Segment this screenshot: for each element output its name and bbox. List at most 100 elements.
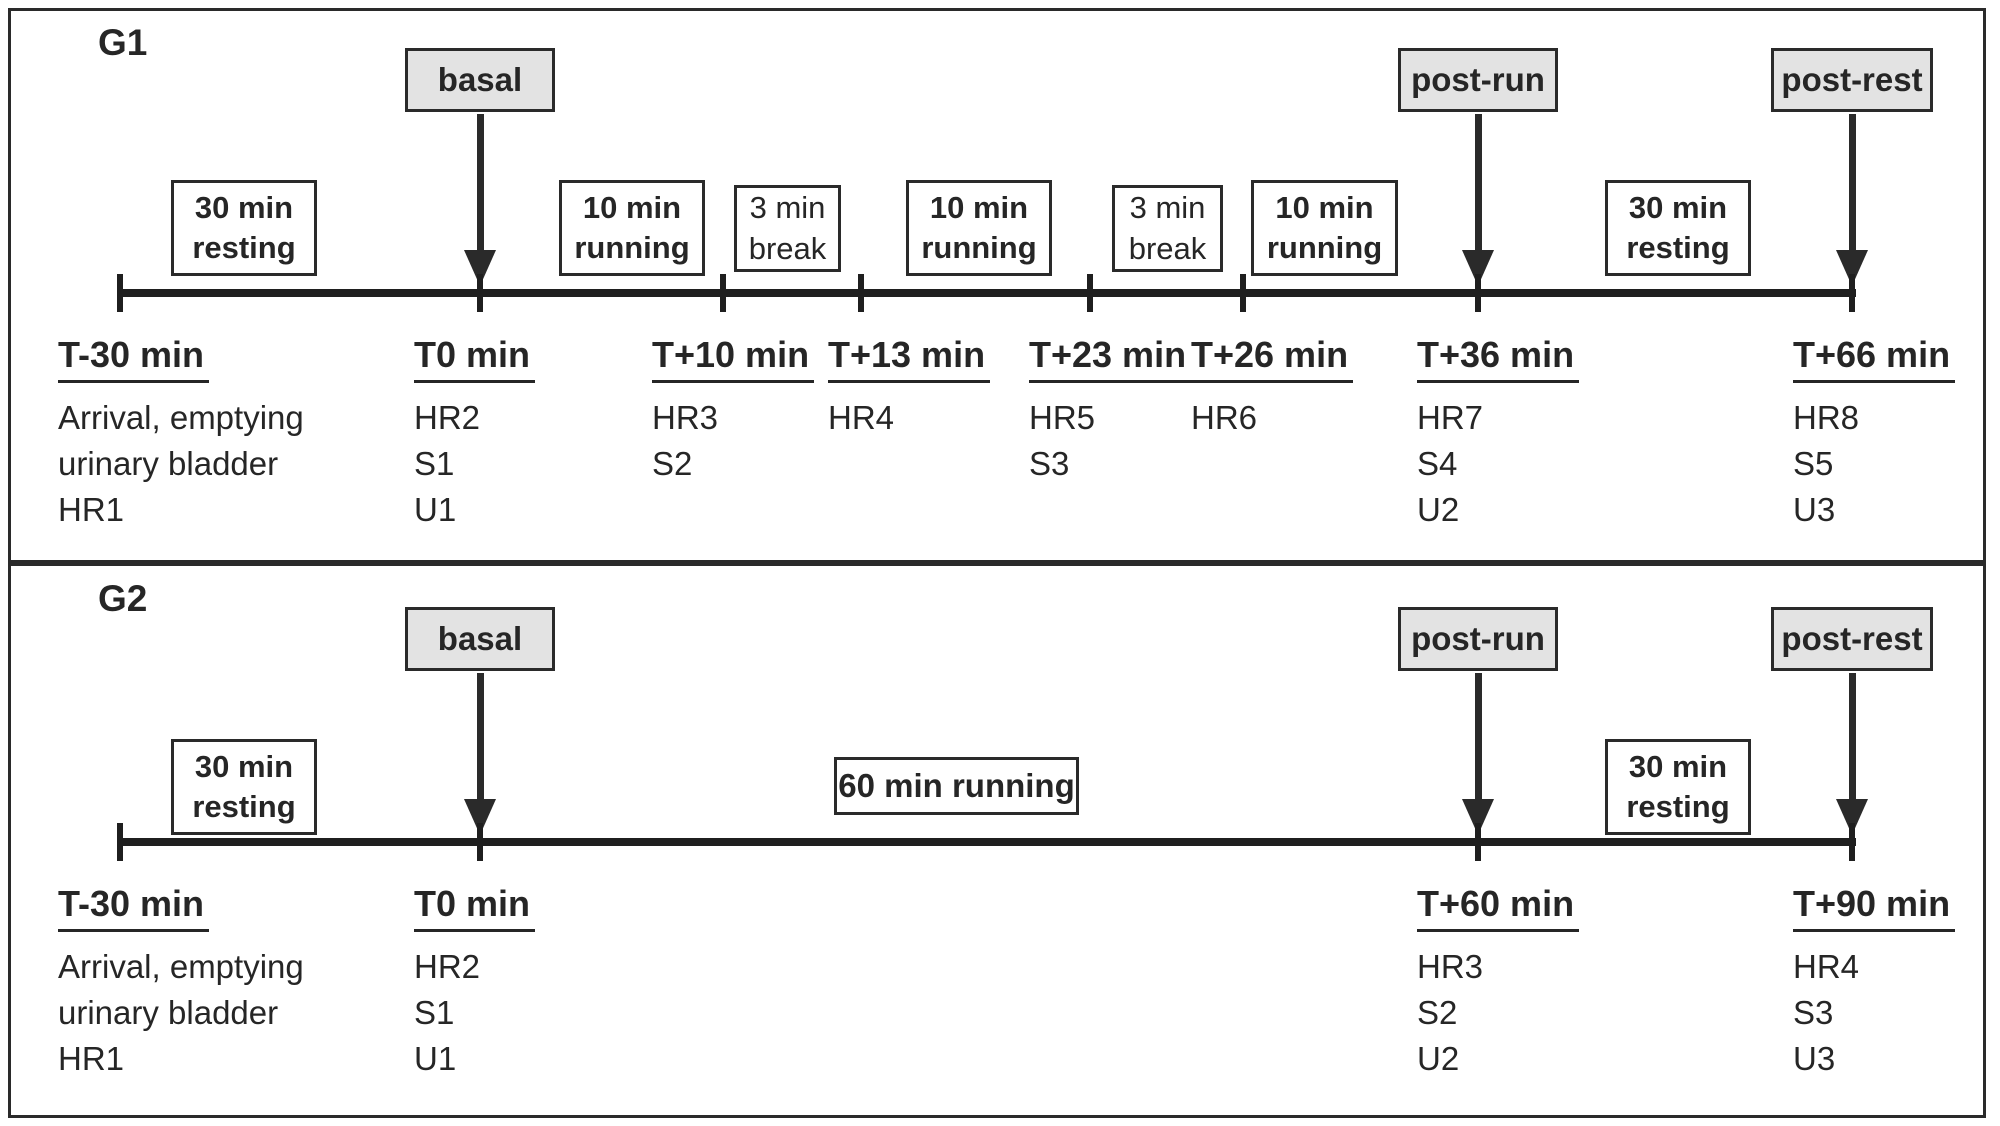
phase-running-2-g1: 10 min running bbox=[906, 180, 1052, 276]
event-item: S3 bbox=[1793, 994, 1834, 1031]
phase-line: 30 min bbox=[194, 748, 294, 784]
event-time-label: T0 min bbox=[414, 883, 536, 932]
event-item: S1 bbox=[414, 445, 455, 482]
event-item: urinary bladder bbox=[58, 994, 279, 1031]
panel-g1 bbox=[8, 8, 1986, 563]
event-group-t26-g1: T+26 min HR6 bbox=[1191, 334, 1354, 441]
tick-t0-g1 bbox=[477, 274, 483, 312]
event-item: S2 bbox=[1417, 994, 1458, 1031]
tick-t36-g1 bbox=[1475, 274, 1481, 312]
event-item: HR2 bbox=[414, 399, 481, 436]
event-time-label: T-30 min bbox=[58, 883, 210, 932]
event-item: HR4 bbox=[828, 399, 895, 436]
event-group-t66-g1: T+66 min HR8 S5 U3 bbox=[1793, 334, 1956, 533]
tick-t66-g1 bbox=[1849, 274, 1855, 312]
tick-t-30-g2 bbox=[117, 823, 123, 861]
event-time-label: T+26 min bbox=[1191, 334, 1354, 383]
event-group-t36-g1: T+36 min HR7 S4 U2 bbox=[1417, 334, 1580, 533]
event-item: S1 bbox=[414, 994, 455, 1031]
phase-line: 10 min bbox=[929, 189, 1029, 225]
event-item: U3 bbox=[1793, 1040, 1836, 1077]
event-group-t13-g1: T+13 min HR4 bbox=[828, 334, 991, 441]
phase-resting-2-g1: 30 min resting bbox=[1605, 180, 1751, 276]
event-item: HR7 bbox=[1417, 399, 1484, 436]
phase-line: running bbox=[574, 230, 690, 265]
phase-line: 10 min bbox=[582, 189, 682, 225]
event-time-label: T+13 min bbox=[828, 334, 991, 383]
phase-line: running bbox=[921, 230, 1037, 265]
event-group-t60-g2: T+60 min HR3 S2 U2 bbox=[1417, 883, 1580, 1082]
tick-t90-g2 bbox=[1849, 823, 1855, 861]
arrow-post-run-g1 bbox=[1475, 114, 1482, 250]
tick-t0-g2 bbox=[477, 823, 483, 861]
phase-running-3-g1: 10 min running bbox=[1251, 180, 1398, 276]
tick-t-30-g1 bbox=[117, 274, 123, 312]
event-group-t90-g2: T+90 min HR4 S3 U3 bbox=[1793, 883, 1956, 1082]
phase-line: 60 min running bbox=[838, 766, 1075, 804]
arrow-basal-g2 bbox=[477, 673, 484, 799]
phase-line: 3 min bbox=[1129, 190, 1206, 226]
event-group-t10-g1: T+10 min HR3 S2 bbox=[652, 334, 815, 487]
event-group-t23-g1: T+23 min HR5 S3 bbox=[1029, 334, 1192, 487]
event-item: U2 bbox=[1417, 1040, 1460, 1077]
phase-line: break bbox=[1128, 230, 1207, 266]
phase-line: resting bbox=[1626, 789, 1730, 824]
event-time-label: T+60 min bbox=[1417, 883, 1580, 932]
event-item: HR5 bbox=[1029, 399, 1096, 436]
phase-resting-2-g2: 30 min resting bbox=[1605, 739, 1751, 835]
event-group-t-30-g1: T-30 min Arrival, emptying urinary bladd… bbox=[58, 334, 304, 533]
phase-line: resting bbox=[192, 230, 296, 265]
event-item: HR6 bbox=[1191, 399, 1258, 436]
event-item: Arrival, emptying bbox=[58, 399, 304, 436]
marker-post-rest-g1: post-rest bbox=[1771, 48, 1933, 112]
arrow-post-rest-g1 bbox=[1849, 114, 1856, 250]
event-time-label: T-30 min bbox=[58, 334, 210, 383]
phase-running-60-g2: 60 min running bbox=[834, 757, 1079, 815]
phase-resting-1-g1: 30 min resting bbox=[171, 180, 317, 276]
marker-basal-g2: basal bbox=[405, 607, 555, 671]
phase-line: break bbox=[748, 230, 827, 266]
marker-post-run-g1: post-run bbox=[1398, 48, 1558, 112]
event-time-label: T+36 min bbox=[1417, 334, 1580, 383]
event-item: S5 bbox=[1793, 445, 1834, 482]
panel-g2-label: G2 bbox=[98, 578, 148, 619]
event-item: HR4 bbox=[1793, 948, 1860, 985]
timeline-g2 bbox=[120, 838, 1856, 846]
event-group-t0-g1: T0 min HR2 S1 U1 bbox=[414, 334, 536, 533]
event-item: Arrival, emptying bbox=[58, 948, 304, 985]
event-item: U1 bbox=[414, 1040, 457, 1077]
event-item: HR8 bbox=[1793, 399, 1860, 436]
phase-line: 10 min bbox=[1275, 189, 1374, 225]
event-item: HR2 bbox=[414, 948, 481, 985]
event-item: S4 bbox=[1417, 445, 1458, 482]
arrow-post-run-g2 bbox=[1475, 673, 1482, 799]
event-group-t-30-g2: T-30 min Arrival, emptying urinary bladd… bbox=[58, 883, 304, 1082]
phase-line: 30 min bbox=[1628, 189, 1728, 225]
event-time-label: T+66 min bbox=[1793, 334, 1956, 383]
arrow-basal-g1 bbox=[477, 114, 484, 250]
phase-line: resting bbox=[1626, 230, 1730, 265]
event-item: HR3 bbox=[1417, 948, 1484, 985]
event-item: S3 bbox=[1029, 445, 1070, 482]
phase-resting-1-g2: 30 min resting bbox=[171, 739, 317, 835]
tick-t23-g1 bbox=[1087, 274, 1093, 312]
event-item: U3 bbox=[1793, 491, 1836, 528]
event-item: HR1 bbox=[58, 1040, 125, 1077]
phase-line: 3 min bbox=[749, 190, 826, 226]
event-item: U1 bbox=[414, 491, 457, 528]
tick-t10-g1 bbox=[720, 274, 726, 312]
panel-g1-label: G1 bbox=[98, 22, 148, 63]
event-time-label: T+10 min bbox=[652, 334, 815, 383]
phase-line: resting bbox=[192, 789, 296, 824]
phase-break-2-g1: 3 min break bbox=[1112, 185, 1223, 272]
marker-post-run-g2: post-run bbox=[1398, 607, 1558, 671]
phase-line: 30 min bbox=[194, 189, 294, 225]
phase-break-1-g1: 3 min break bbox=[734, 185, 841, 272]
tick-t60-g2 bbox=[1475, 823, 1481, 861]
tick-t13-g1 bbox=[858, 274, 864, 312]
marker-post-rest-g2: post-rest bbox=[1771, 607, 1933, 671]
event-item: S2 bbox=[652, 445, 693, 482]
event-time-label: T+23 min bbox=[1029, 334, 1192, 383]
event-group-t0-g2: T0 min HR2 S1 U1 bbox=[414, 883, 536, 1082]
